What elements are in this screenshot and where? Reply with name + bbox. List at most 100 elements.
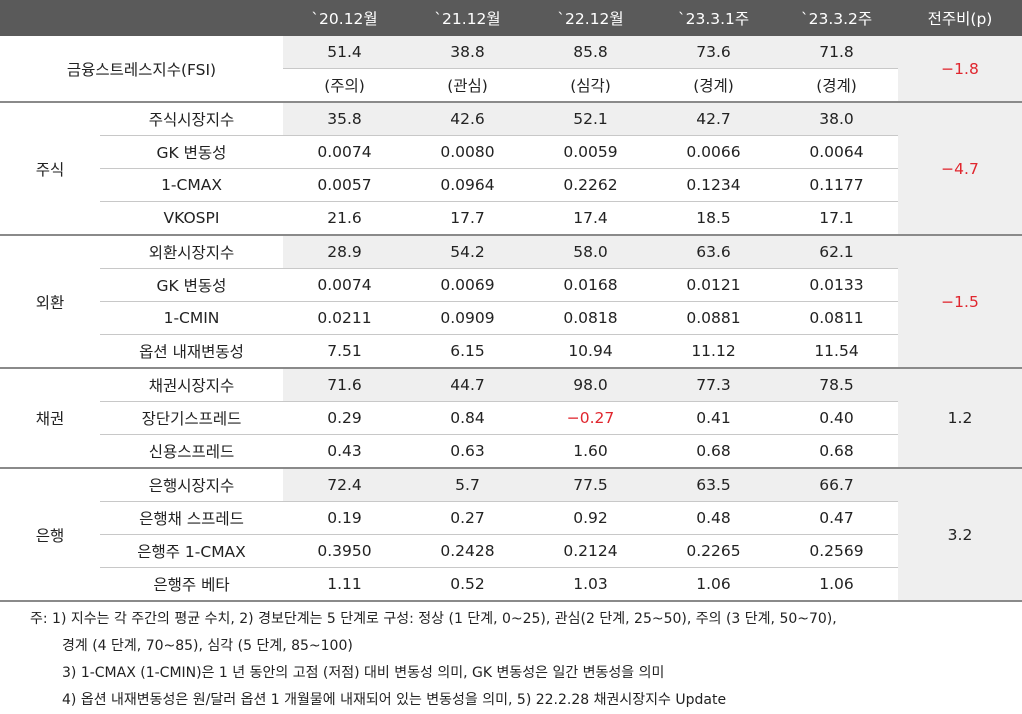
column-header: `22.12월	[529, 0, 652, 36]
value-cell: 0.0121	[652, 268, 775, 302]
value-cell: 0.43	[283, 434, 406, 469]
value-cell: 0.0064	[775, 135, 898, 169]
value-cell: 11.54	[775, 334, 898, 369]
group-label: 은행	[0, 468, 100, 602]
column-header: `20.12월	[283, 0, 406, 36]
value-cell: 11.12	[652, 334, 775, 369]
value-cell: 0.0069	[406, 268, 529, 302]
value-cell: 17.7	[406, 201, 529, 236]
note-line: 주: 1) 지수는 각 주간의 평균 수치, 2) 경보단계는 5 단계로 구성…	[30, 611, 837, 627]
value-cell: 44.7	[406, 368, 529, 402]
value-cell: 0.1177	[775, 168, 898, 202]
value-cell: 0.29	[283, 401, 406, 435]
group-label: 금융스트레스지수(FSI)	[0, 36, 283, 103]
change-cell: 3.2	[898, 468, 1022, 602]
value-cell: 78.5	[775, 368, 898, 402]
row-label: 외환시장지수	[100, 235, 283, 269]
table-row: GK 변동성 0.0074 0.0080 0.0059 0.0066 0.0064	[0, 135, 1022, 169]
value-cell: 0.3950	[283, 534, 406, 568]
value-cell: 54.2	[406, 235, 529, 269]
value-cell: 71.6	[283, 368, 406, 402]
header-row: `20.12월 `21.12월 `22.12월 `23.3.1주 `23.3.2주 전주비…	[0, 0, 1022, 36]
value-cell: 0.84	[406, 401, 529, 435]
value-cell: 21.6	[283, 201, 406, 236]
value-cell: 0.2428	[406, 534, 529, 568]
value-cell: 0.0057	[283, 168, 406, 202]
table-row: 주식 주식시장지수 35.8 42.6 52.1 42.7 38.0 −4.7	[0, 102, 1022, 236]
value-cell: 18.5	[652, 201, 775, 236]
value-cell: 0.0080	[406, 135, 529, 169]
value-cell: 0.63	[406, 434, 529, 469]
notes: 주: 1) 지수는 각 주간의 평균 수치, 2) 경보단계는 5 단계로 구성…	[0, 606, 1022, 714]
table-row: 은행주 1-CMAX 0.3950 0.2428 0.2124 0.2265 0.2569	[0, 534, 1022, 568]
value-cell: 17.4	[529, 201, 652, 236]
table-row: (주의) (관심) (심각) (경계) (경계)	[0, 68, 1022, 103]
group-label: 외환	[0, 235, 100, 369]
table-row: 은행 은행시장지수 72.4 5.7 77.5 63.5 66.7 3.2	[0, 468, 1022, 602]
value-cell: (심각)	[529, 68, 652, 103]
value-cell: 0.48	[652, 501, 775, 535]
value-cell: 71.8	[775, 36, 898, 69]
table-row: 은행주 베타 1.11 0.52 1.03 1.06 1.06	[0, 567, 1022, 602]
value-cell: 0.0133	[775, 268, 898, 302]
note-line: 4) 옵션 내재변동성은 원/달러 옵션 1 개월물에 내재되어 있는 변동성을…	[62, 692, 727, 708]
column-header: 전주비(p)	[898, 0, 1022, 36]
row-label: GK 변동성	[100, 135, 283, 169]
value-cell: 0.1234	[652, 168, 775, 202]
column-header: `21.12월	[406, 0, 529, 36]
value-cell: 42.6	[406, 102, 529, 136]
row-label: 은행주 베타	[100, 567, 283, 602]
value-cell: 0.0211	[283, 301, 406, 335]
value-cell: 0.2569	[775, 534, 898, 568]
value-cell: 0.68	[775, 434, 898, 469]
stress-table: `20.12월 `21.12월 `22.12월 `23.3.1주 `23.3.2주 전주비…	[0, 0, 1022, 602]
value-cell: 0.0964	[406, 168, 529, 202]
value-cell: 38.8	[406, 36, 529, 69]
value-cell: 1.11	[283, 567, 406, 602]
value-cell: 77.3	[652, 368, 775, 402]
value-cell: 28.9	[283, 235, 406, 269]
value-cell: 0.2262	[529, 168, 652, 202]
row-label: 채권시장지수	[100, 368, 283, 402]
value-cell: 5.7	[406, 468, 529, 502]
table-row: 채권 채권시장지수 71.6 44.7 98.0 77.3 78.5 1.2	[0, 368, 1022, 469]
row-label: GK 변동성	[100, 268, 283, 302]
value-cell: 85.8	[529, 36, 652, 69]
note-line: 3) 1-CMAX (1-CMIN)은 1 년 동안의 고점 (저점) 대비 변…	[62, 665, 665, 681]
row-label: 신용스프레드	[100, 434, 283, 469]
group-label: 채권	[0, 368, 100, 469]
table-row: 옵션 내재변동성 7.51 6.15 10.94 11.12 11.54	[0, 334, 1022, 369]
row-label: VKOSPI	[100, 201, 283, 236]
value-cell: 0.92	[529, 501, 652, 535]
value-cell: 0.52	[406, 567, 529, 602]
value-cell: 52.1	[529, 102, 652, 136]
change-cell: −1.8	[898, 36, 1022, 103]
row-label: 1-CMIN	[100, 301, 283, 335]
value-cell: 58.0	[529, 235, 652, 269]
value-cell: 73.6	[652, 36, 775, 69]
value-cell: 98.0	[529, 368, 652, 402]
value-cell: (관심)	[406, 68, 529, 103]
note-line: 경계 (4 단계, 70~85), 심각 (5 단계, 85~100)	[62, 638, 353, 654]
value-cell: 1.03	[529, 567, 652, 602]
table-row: 장단기스프레드 0.29 0.84 −0.27 0.41 0.40	[0, 401, 1022, 435]
value-cell: 0.27	[406, 501, 529, 535]
value-cell: (경계)	[652, 68, 775, 103]
value-cell: (경계)	[775, 68, 898, 103]
row-label: 주식시장지수	[100, 102, 283, 136]
value-cell: 0.0881	[652, 301, 775, 335]
change-cell: −4.7	[898, 102, 1022, 236]
value-cell: 0.0059	[529, 135, 652, 169]
value-cell: 6.15	[406, 334, 529, 369]
header-blank	[0, 0, 283, 36]
table-row: VKOSPI 21.6 17.7 17.4 18.5 17.1	[0, 201, 1022, 236]
value-cell: 0.19	[283, 501, 406, 535]
value-cell: 0.47	[775, 501, 898, 535]
table-row: 금융스트레스지수(FSI) 51.4 38.8 85.8 73.6 71.8 −1.8	[0, 36, 1022, 103]
table-row: 1-CMAX 0.0057 0.0964 0.2262 0.1234 0.1177	[0, 168, 1022, 202]
value-cell: 0.0074	[283, 135, 406, 169]
value-cell: 0.0811	[775, 301, 898, 335]
value-cell: 38.0	[775, 102, 898, 136]
group-label: 주식	[0, 102, 100, 236]
